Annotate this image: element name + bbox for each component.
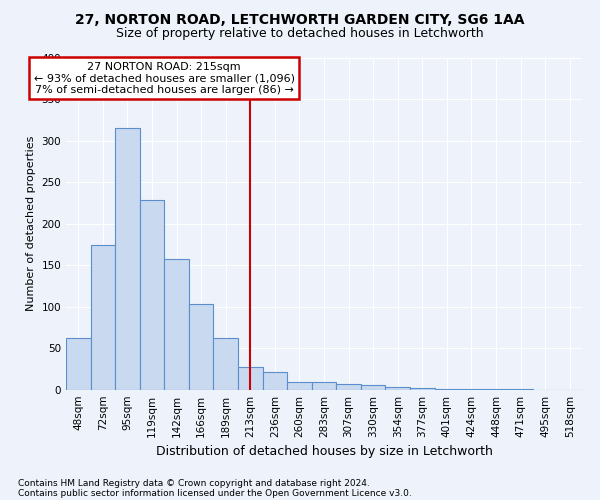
Bar [434, 389, 459, 390]
Text: 27, NORTON ROAD, LETCHWORTH GARDEN CITY, SG6 1AA: 27, NORTON ROAD, LETCHWORTH GARDEN CITY,… [75, 12, 525, 26]
Bar [484, 389, 508, 390]
Text: 27 NORTON ROAD: 215sqm
← 93% of detached houses are smaller (1,096)
7% of semi-d: 27 NORTON ROAD: 215sqm ← 93% of detached… [34, 62, 295, 95]
Bar [361, 385, 385, 390]
Bar [140, 200, 164, 390]
Bar [91, 244, 115, 390]
Bar [238, 366, 263, 390]
Bar [410, 388, 434, 390]
Bar [459, 389, 484, 390]
Bar [189, 304, 214, 390]
Bar [312, 382, 336, 390]
Y-axis label: Number of detached properties: Number of detached properties [26, 136, 36, 312]
Text: Contains public sector information licensed under the Open Government Licence v3: Contains public sector information licen… [18, 488, 412, 498]
Bar [263, 372, 287, 390]
Bar [214, 338, 238, 390]
Bar [336, 384, 361, 390]
Bar [287, 382, 312, 390]
Bar [115, 128, 140, 390]
Text: Size of property relative to detached houses in Letchworth: Size of property relative to detached ho… [116, 28, 484, 40]
Bar [385, 386, 410, 390]
X-axis label: Distribution of detached houses by size in Letchworth: Distribution of detached houses by size … [155, 446, 493, 458]
Bar [164, 260, 189, 390]
Bar [508, 389, 533, 390]
Text: Contains HM Land Registry data © Crown copyright and database right 2024.: Contains HM Land Registry data © Crown c… [18, 478, 370, 488]
Bar [66, 338, 91, 390]
